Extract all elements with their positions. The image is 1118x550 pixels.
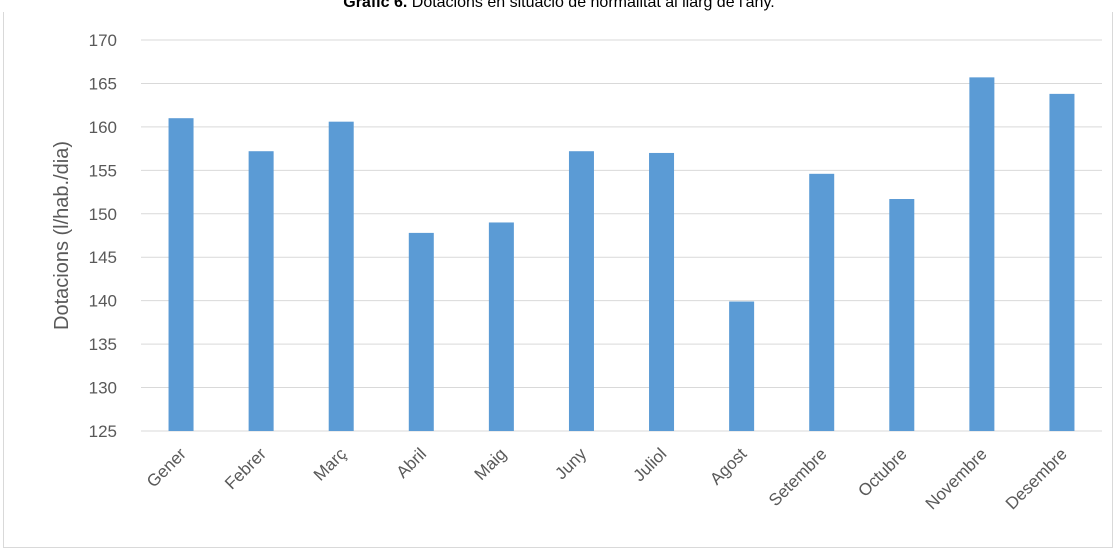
- y-tick-label: 140: [89, 292, 117, 311]
- chart-title-text: Dotacions en situació de normalitat al l…: [407, 0, 775, 11]
- chart-frame: [3, 12, 1113, 548]
- y-tick-label: 130: [89, 379, 117, 398]
- bar-maig: [488, 222, 514, 431]
- bar-desembre: [1049, 93, 1075, 432]
- x-tick-label: Gener: [143, 444, 190, 491]
- x-tick-label: Octubre: [854, 444, 910, 500]
- y-tick-label: 145: [89, 248, 117, 267]
- bar-juny: [568, 151, 594, 431]
- x-tick-label: Març: [310, 444, 351, 485]
- bar-octubre: [889, 199, 915, 431]
- bar-abril: [408, 232, 434, 431]
- x-tick-label: Agost: [706, 444, 750, 488]
- x-tick-label: Juny: [551, 444, 590, 483]
- x-axis-tick-labels: Gener Febrer Març Abril Maig Juny Juliol Agost S…: [143, 444, 1071, 513]
- bar-gener: [168, 118, 194, 431]
- y-tick-label: 125: [89, 422, 117, 441]
- x-tick-label: Febrer: [221, 444, 270, 493]
- bar-març: [328, 121, 354, 432]
- bar-agost: [729, 301, 755, 431]
- y-tick-label: 160: [89, 118, 117, 137]
- y-tick-label: 170: [89, 31, 117, 50]
- y-axis-title: Dotacions (l/hab./dia): [51, 141, 73, 330]
- bar-novembre: [969, 77, 995, 432]
- bar-setembre: [809, 173, 835, 431]
- gridlines: [141, 39, 1102, 432]
- y-axis-tick-labels: 125 130 135 140 145 150 155 160 165 170: [89, 31, 117, 441]
- bar-febrer: [248, 151, 274, 431]
- y-tick-label: 155: [89, 161, 117, 180]
- chart-title: Gràfic 6. Dotacions en situació de norma…: [0, 0, 1118, 12]
- chart-title-number: Gràfic 6.: [343, 0, 408, 11]
- x-tick-label: Juliol: [630, 444, 671, 485]
- bar-juliol: [649, 152, 675, 431]
- x-tick-label: Desembre: [1002, 444, 1071, 513]
- x-tick-label: Maig: [471, 444, 510, 483]
- x-tick-label: Novembre: [922, 444, 991, 513]
- y-tick-label: 135: [89, 335, 117, 354]
- bars: [168, 77, 1075, 432]
- y-tick-label: 165: [89, 74, 117, 93]
- y-tick-label: 150: [89, 205, 117, 224]
- x-tick-label: Abril: [393, 444, 430, 481]
- x-tick-label: Setembre: [765, 444, 831, 510]
